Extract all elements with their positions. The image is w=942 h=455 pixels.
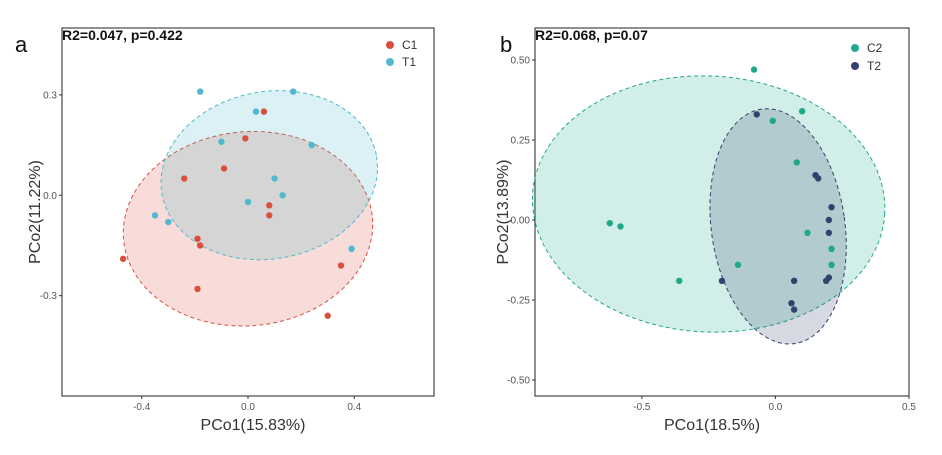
data-point-c1 xyxy=(181,175,188,182)
data-point-c2 xyxy=(798,108,806,115)
data-point-c2 xyxy=(734,261,742,268)
data-point-c1 xyxy=(194,235,201,242)
panel-a: a R2=0.047, p=0.422 -0.4 0.0 0.4 -0.3 0.0 0.… xyxy=(15,27,435,434)
y-tick-label: -0.25 xyxy=(507,296,530,307)
data-point-c2 xyxy=(793,159,800,166)
data-point-t1 xyxy=(244,198,252,206)
legend-label-t2: T2 xyxy=(867,59,881,73)
data-point-t1 xyxy=(165,218,172,226)
y-tick-label: -0.3 xyxy=(40,291,58,302)
y-tick-label: 0.25 xyxy=(511,136,531,147)
legend-swatch-t2 xyxy=(851,62,859,70)
legend-swatch-c1 xyxy=(386,41,394,49)
data-point-t2 xyxy=(790,277,798,284)
data-point-t2 xyxy=(822,277,830,284)
data-point-t1 xyxy=(218,138,225,145)
x-tick-label: 0.0 xyxy=(768,402,782,413)
data-point-c2 xyxy=(617,223,624,230)
data-point-c1 xyxy=(194,285,201,293)
data-point-c1 xyxy=(324,312,331,319)
data-point-t2 xyxy=(788,300,795,307)
panel-a-legend: C1 T1 xyxy=(386,38,418,69)
y-tick-label: -0.50 xyxy=(507,376,530,387)
data-point-t1 xyxy=(196,88,204,95)
data-point-t1 xyxy=(289,88,297,95)
panel-b-x-axis-label: PCo1(18.5%) xyxy=(664,417,760,434)
data-point-c2 xyxy=(606,220,613,227)
data-point-c2 xyxy=(676,277,683,284)
data-point-t1 xyxy=(271,175,278,182)
panel-b-stat-label: R2=0.068, p=0.07 xyxy=(535,27,648,43)
data-point-c1 xyxy=(119,255,127,263)
legend-swatch-t1 xyxy=(386,58,394,66)
y-tick-label: 0.3 xyxy=(43,90,57,101)
legend-label-t1: T1 xyxy=(402,55,416,69)
panel-b-letter: b xyxy=(500,32,512,57)
data-point-c1 xyxy=(220,165,228,172)
y-tick-label: 0.0 xyxy=(43,191,57,202)
data-point-c1 xyxy=(242,135,249,142)
legend-swatch-c2 xyxy=(851,44,859,52)
data-point-c2 xyxy=(750,66,758,73)
x-tick-label: -0.5 xyxy=(633,402,651,413)
data-point-c2 xyxy=(769,117,776,125)
data-point-c2 xyxy=(828,261,835,268)
data-point-t2 xyxy=(753,111,760,118)
confidence-ellipse-c2 xyxy=(531,75,886,333)
legend-label-c1: C1 xyxy=(402,38,418,52)
data-point-c2 xyxy=(804,229,811,236)
x-tick-label: 0.5 xyxy=(902,402,916,413)
confidence-ellipse-t2 xyxy=(709,108,847,345)
confidence-ellipse-t1 xyxy=(160,90,379,261)
data-point-c1 xyxy=(266,212,273,219)
data-point-t1 xyxy=(252,108,260,115)
data-point-t1 xyxy=(308,141,315,149)
x-tick-label: 0.0 xyxy=(241,402,255,413)
panel-a-x-axis-label: PCo1(15.83%) xyxy=(201,417,306,434)
panel-b-y-axis-label: PCo2(13.89%) xyxy=(495,160,512,265)
data-point-t1 xyxy=(348,245,355,252)
data-point-c2 xyxy=(828,245,835,252)
data-point-t2 xyxy=(825,216,833,224)
legend-label-c2: C2 xyxy=(867,41,883,55)
data-point-c1 xyxy=(266,202,273,209)
panel-a-letter: a xyxy=(15,32,28,57)
panel-a-stat-label: R2=0.047, p=0.422 xyxy=(62,27,183,43)
data-point-t1 xyxy=(279,192,286,199)
data-point-c1 xyxy=(260,108,268,115)
panel-b-legend: C2 T2 xyxy=(851,41,883,73)
data-point-t2 xyxy=(828,204,835,211)
y-tick-label: 0.50 xyxy=(511,56,531,67)
data-point-t2 xyxy=(825,229,833,236)
data-point-c1 xyxy=(196,242,204,249)
data-point-c1 xyxy=(337,262,345,269)
data-point-t2 xyxy=(814,175,822,182)
x-tick-label: 0.4 xyxy=(347,402,361,413)
x-tick-label: -0.4 xyxy=(133,402,151,413)
y-tick-label: 0.00 xyxy=(511,216,531,227)
panel-a-y-axis-label: PCo2(11.22%) xyxy=(27,160,44,264)
panel-b-plot-frame xyxy=(534,27,910,397)
panel-b: b R2=0.068, p=0.07 -0.5 0.0 0.5 -0.50 -0.25… xyxy=(495,27,916,434)
data-point-t2 xyxy=(718,277,726,284)
data-point-t1 xyxy=(151,212,159,219)
data-point-t2 xyxy=(790,306,798,313)
